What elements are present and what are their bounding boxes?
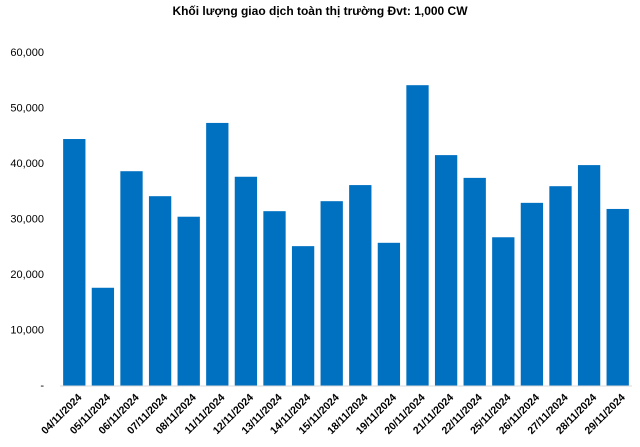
bar	[177, 216, 200, 386]
bar	[406, 85, 429, 386]
bar	[206, 122, 229, 387]
y-tick-label: 60,000	[10, 47, 44, 59]
bar	[606, 208, 629, 386]
y-tick-label: 20,000	[10, 269, 44, 281]
bar	[234, 176, 258, 386]
bar	[463, 177, 486, 386]
bar	[577, 165, 601, 386]
bar	[291, 246, 315, 386]
bar	[320, 201, 343, 386]
bar	[549, 186, 572, 386]
bar	[120, 171, 143, 386]
y-tick-label: 30,000	[10, 213, 44, 225]
bar	[520, 202, 544, 386]
bar	[263, 211, 286, 386]
bar	[434, 155, 458, 386]
bar	[91, 287, 115, 386]
bar	[377, 242, 401, 386]
bar	[492, 237, 515, 386]
bar	[148, 196, 172, 386]
bar	[63, 139, 86, 386]
chart-title: Khối lượng giao dịch toàn thị trường Đvt…	[172, 4, 468, 18]
y-tick-label: 50,000	[10, 102, 44, 114]
y-tick-label: -	[40, 380, 44, 392]
bar	[349, 185, 372, 386]
y-tick-label: 40,000	[10, 158, 44, 170]
y-tick-label: 10,000	[10, 324, 44, 336]
